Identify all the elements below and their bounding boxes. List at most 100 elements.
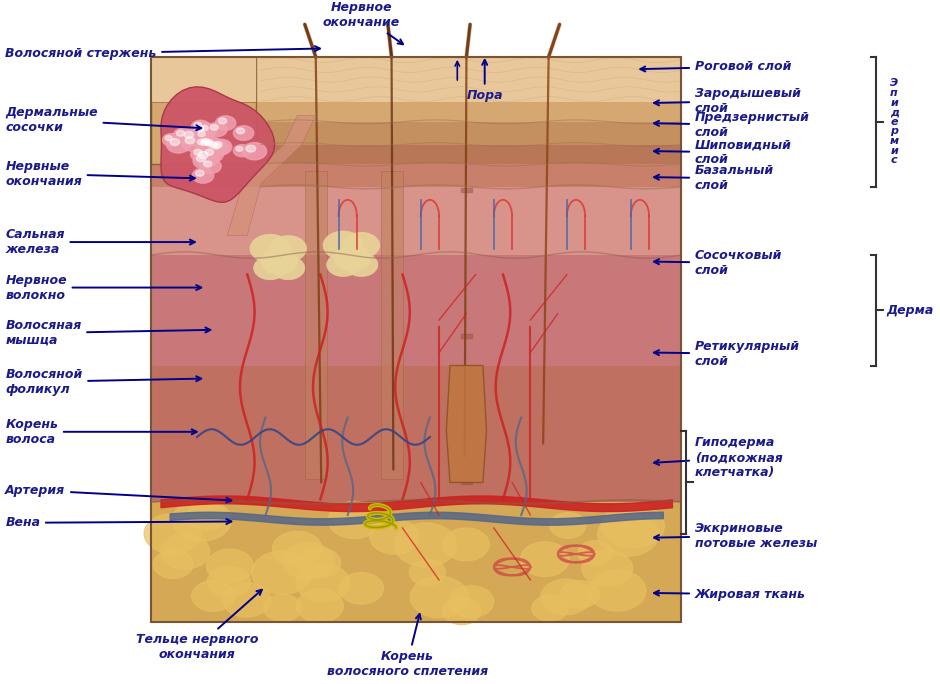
Circle shape <box>602 503 665 548</box>
Circle shape <box>196 155 206 161</box>
Circle shape <box>597 512 659 556</box>
Circle shape <box>443 597 481 624</box>
Circle shape <box>296 564 350 602</box>
Bar <box>151 144 682 164</box>
Circle shape <box>270 235 306 261</box>
Circle shape <box>197 123 217 137</box>
Text: Предзернистый
слой: Предзернистый слой <box>654 111 809 139</box>
Bar <box>151 57 682 103</box>
Circle shape <box>207 566 250 597</box>
Circle shape <box>343 233 380 259</box>
Circle shape <box>209 141 229 155</box>
Circle shape <box>200 159 221 174</box>
Bar <box>151 57 257 103</box>
Circle shape <box>323 231 363 260</box>
Circle shape <box>184 131 194 138</box>
Circle shape <box>328 501 381 538</box>
Text: Шиповидный
слой: Шиповидный слой <box>654 138 791 166</box>
Circle shape <box>193 153 216 169</box>
Circle shape <box>204 161 212 167</box>
Circle shape <box>273 531 322 567</box>
Circle shape <box>191 122 214 139</box>
Circle shape <box>540 579 591 615</box>
Circle shape <box>195 125 204 131</box>
Text: Базальный
слой: Базальный слой <box>654 164 774 192</box>
Circle shape <box>212 143 220 149</box>
Circle shape <box>181 134 206 152</box>
Circle shape <box>236 146 243 151</box>
Circle shape <box>213 142 222 148</box>
Text: Волосяной стержень: Волосяной стержень <box>6 46 320 60</box>
Bar <box>151 57 682 622</box>
Circle shape <box>582 550 633 586</box>
Circle shape <box>191 120 210 133</box>
Text: Жировая ткань: Жировая ткань <box>654 588 806 601</box>
Bar <box>151 164 682 187</box>
Circle shape <box>170 139 180 146</box>
Text: Тельце нервного
окончания: Тельце нервного окончания <box>135 590 262 661</box>
Circle shape <box>578 540 613 566</box>
Circle shape <box>520 542 570 577</box>
Circle shape <box>205 140 212 145</box>
Text: Гиподерма
(подкожная
клетчатка): Гиподерма (подкожная клетчатка) <box>654 436 782 479</box>
Circle shape <box>550 512 586 538</box>
Text: Пора: Пора <box>466 60 503 103</box>
Text: Э
п
и
д
е
р
м
и
с: Э п и д е р м и с <box>890 79 900 166</box>
Bar <box>151 255 682 365</box>
Text: Вена: Вена <box>6 516 231 529</box>
Text: Дерма: Дерма <box>886 304 933 317</box>
Circle shape <box>187 502 227 530</box>
Circle shape <box>254 256 287 280</box>
Circle shape <box>345 253 378 276</box>
Circle shape <box>198 131 205 137</box>
FancyBboxPatch shape <box>151 57 257 164</box>
Circle shape <box>185 137 195 144</box>
Circle shape <box>172 499 231 541</box>
Text: Сальная
железа: Сальная железа <box>6 228 195 256</box>
Circle shape <box>200 125 209 131</box>
Circle shape <box>211 124 218 130</box>
Circle shape <box>237 128 244 134</box>
Circle shape <box>195 149 219 166</box>
Circle shape <box>250 235 290 263</box>
Circle shape <box>252 551 313 594</box>
Circle shape <box>197 140 205 145</box>
Circle shape <box>409 560 446 586</box>
Circle shape <box>202 138 210 144</box>
Circle shape <box>243 143 267 160</box>
Text: Артерия: Артерия <box>6 484 231 503</box>
Circle shape <box>205 149 213 155</box>
Polygon shape <box>227 116 316 235</box>
Polygon shape <box>381 170 402 479</box>
Text: Зародышевый
слой: Зародышевый слой <box>654 87 801 115</box>
Circle shape <box>193 168 213 183</box>
Circle shape <box>177 130 185 136</box>
Circle shape <box>261 248 297 274</box>
Circle shape <box>560 581 600 608</box>
Circle shape <box>194 149 202 155</box>
Circle shape <box>298 548 341 578</box>
Circle shape <box>246 145 256 152</box>
Circle shape <box>165 135 172 140</box>
Circle shape <box>215 116 236 130</box>
Circle shape <box>233 144 250 157</box>
Bar <box>151 187 682 255</box>
Bar <box>151 103 682 122</box>
Text: Нервное
волокно: Нервное волокно <box>6 274 201 302</box>
Circle shape <box>196 170 204 176</box>
Circle shape <box>369 519 419 554</box>
Circle shape <box>197 138 217 151</box>
Circle shape <box>202 147 224 162</box>
Circle shape <box>202 138 219 150</box>
Circle shape <box>206 549 254 583</box>
Circle shape <box>195 137 214 151</box>
Text: Дермальные
сосочки: Дермальные сосочки <box>6 106 201 134</box>
Text: Корень
волоса: Корень волоса <box>6 418 196 446</box>
Circle shape <box>161 534 210 569</box>
Circle shape <box>334 246 370 272</box>
Circle shape <box>206 140 227 155</box>
Polygon shape <box>305 170 327 479</box>
Circle shape <box>282 542 335 579</box>
Circle shape <box>166 136 191 153</box>
Circle shape <box>194 122 201 127</box>
